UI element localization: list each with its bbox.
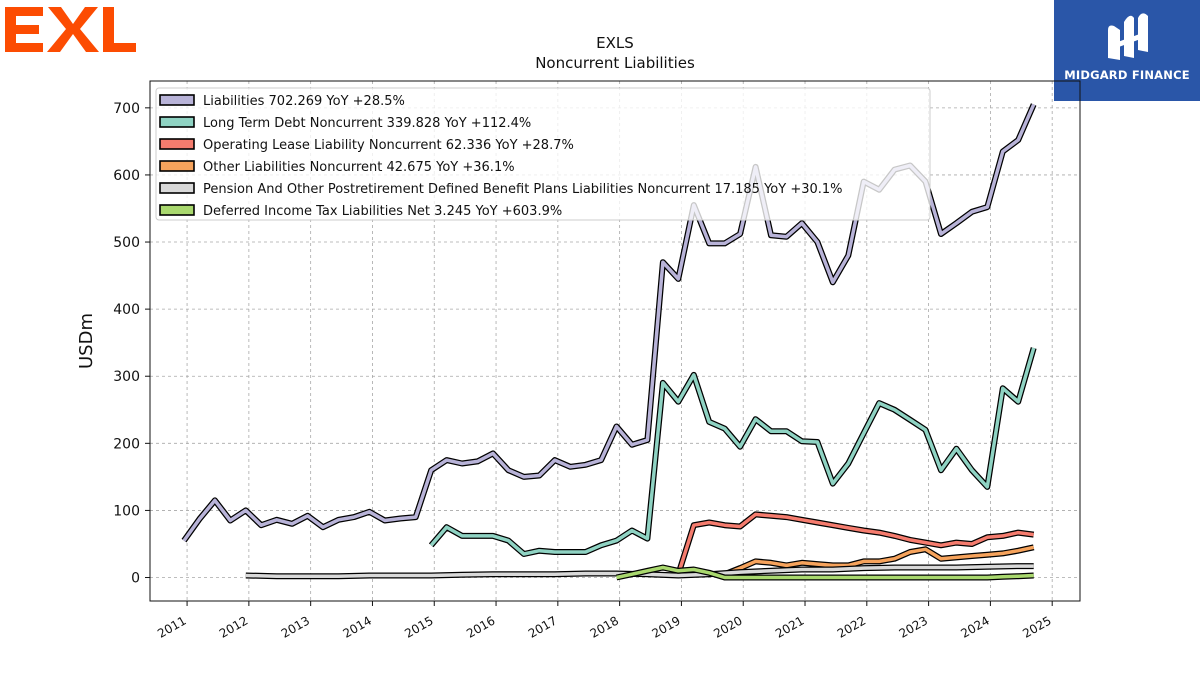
x-tick-label: 2024 [958,613,991,640]
x-tick-label: 2025 [1020,613,1053,640]
legend-entry: Long Term Debt Noncurrent 339.828 YoY +1… [203,116,531,131]
y-tick-label: 500 [113,235,140,251]
legend-swatch [159,182,195,194]
x-tick-label: 2023 [897,613,930,640]
plot-frame [149,80,1081,602]
y-axis: 0 100 200 300 400 500 600 700 [113,101,150,587]
legend-entry: Liabilities 702.269 YoY +28.5% [203,94,405,109]
series-line [245,564,1034,578]
legend: Liabilities 702.269 YoY +28.5% Long Term … [155,87,931,221]
legend-swatch [159,138,195,150]
series-2 [675,511,1035,576]
x-tick-label: 2011 [155,613,188,640]
series-4 [245,563,1034,580]
series-1 [428,347,1037,557]
legend-entry: Other Liabilities Noncurrent 42.675 YoY … [203,160,515,175]
legend-swatch [159,116,195,128]
legend-swatch [159,94,195,106]
x-tick-label: 2017 [526,613,559,640]
legend-swatch [159,160,195,172]
x-tick-label: 2021 [773,613,806,640]
y-tick-label: 200 [113,436,140,452]
x-axis: 2011 2012 2013 2014 2015 2016 2017 2018 2019 2020… [155,601,1054,641]
y-tick-label: 0 [131,571,140,587]
partner-name: MIDGARD FINANCE [1064,68,1190,82]
x-tick-label: 2012 [217,613,250,640]
series-5 [615,564,1034,581]
legend-swatch [159,204,195,216]
y-tick-label: 400 [113,302,140,318]
midgard-logo-icon [1108,13,1148,60]
series-line [724,545,1035,576]
x-tick-label: 2015 [402,613,435,640]
x-tick-label: 2020 [711,613,744,640]
series-line [616,565,1034,580]
x-tick-label: 2014 [341,613,374,640]
y-axis-label: USDm [76,313,97,369]
y-tick-label: 100 [113,503,140,519]
legend-entry: Operating Lease Liability Noncurrent 62.… [203,138,574,153]
x-tick-label: 2013 [279,613,312,640]
legend-box [155,87,931,221]
y-tick-label: 700 [113,101,140,117]
x-tick-label: 2018 [588,613,621,640]
chart-subtitle: Noncurrent Liabilities [535,54,695,72]
legend-entry: Pension And Other Postretirement Defined… [203,182,843,197]
exl-logo [0,0,140,60]
midgard-finance-logo: MIDGARD FINANCE [1054,0,1200,101]
legend-entry: Deferred Income Tax Liabilities Net 3.24… [203,204,562,219]
series-3 [723,544,1035,577]
series-line [429,347,1036,556]
x-tick-label: 2016 [464,613,497,640]
y-tick-label: 300 [113,369,140,385]
chart-title: EXLS [596,34,634,52]
x-tick-label: 2022 [835,613,868,640]
y-tick-label: 600 [113,168,140,184]
exl-logo-mark [5,7,136,52]
series-line [676,512,1034,575]
x-tick-label: 2019 [649,613,682,640]
